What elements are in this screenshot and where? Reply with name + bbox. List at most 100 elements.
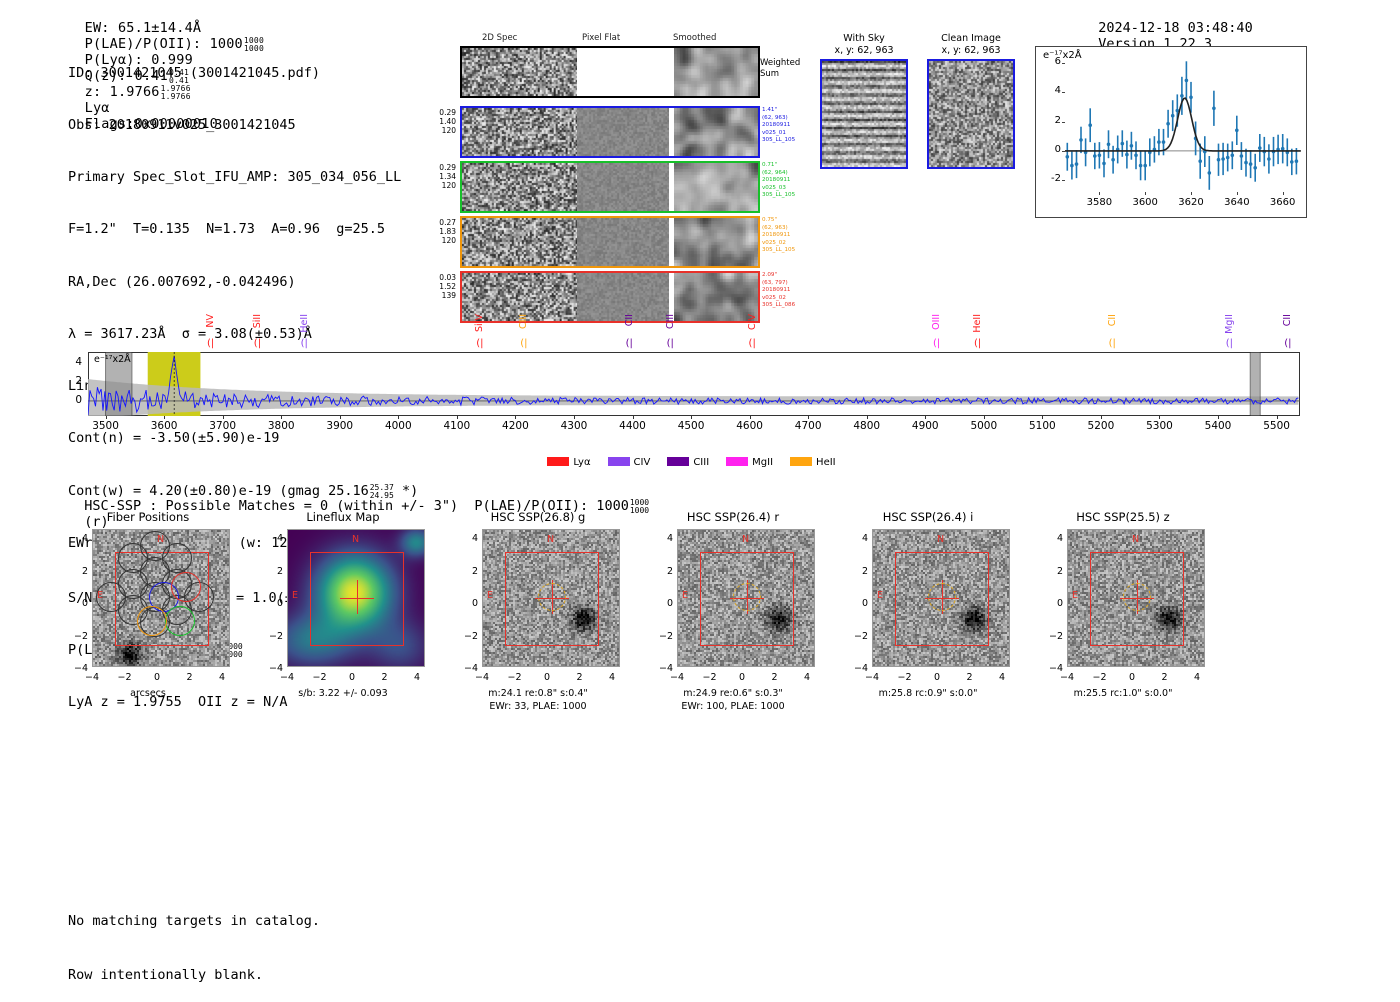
line-profile-y-tick: -2 — [1051, 173, 1061, 185]
header-flags: Flags:0x00000010 — [84, 116, 218, 132]
cutout-x-tick: −4 — [84, 672, 99, 683]
source-aperture-circle — [1123, 583, 1151, 611]
cutout-y-tick: 0 — [666, 598, 673, 609]
cutout-caption-line: m:25.8 rc:0.9" s:0.0" — [878, 688, 978, 699]
weighted-sum-line: Sum — [760, 69, 780, 79]
cutout-y-tick: −2 — [658, 630, 673, 642]
emission-line-bracket: (| — [666, 338, 674, 349]
legend-item-CIII: CIII — [667, 457, 709, 468]
info-params: F=1.2" T=0.135 N=1.73 A=0.96 g=25.5 — [68, 221, 385, 238]
emission-line-label-HeII: HeII — [298, 314, 310, 333]
compass-north-label: N — [937, 534, 945, 545]
cutout-x-tick: 2 — [381, 672, 388, 683]
legend-label: MgII — [752, 457, 774, 468]
full-spectrum-x-tick: 4700 — [794, 420, 822, 432]
cutout-panel-2: HSC SSP(26.8) g N E 4 2 0 −2 −4 −4 −2 0 2 4 m:24.1 re… — [438, 510, 638, 712]
segment-2dspec — [462, 163, 578, 211]
tick-mark — [515, 416, 517, 419]
compass-east-label: E — [292, 590, 299, 601]
tick-mark — [1236, 192, 1238, 195]
spec-row-left-stats-4: 0.03 1.52 139 — [426, 273, 456, 300]
spec-right-meta: (62, 964) — [762, 169, 788, 176]
line-profile-x-tick: 3580 — [1086, 197, 1113, 208]
spec-right-meta: (63, 797) — [762, 279, 788, 286]
cutout-y-tick: −4 — [658, 663, 673, 674]
emission-line-label-NV: NV — [204, 314, 216, 328]
full-spectrum-x-tick: 4500 — [677, 420, 705, 432]
info-redshifts: LyA z = 1.9755 OII z = N/A — [68, 694, 288, 711]
tick-mark — [983, 416, 985, 419]
cutout-y-tick: −4 — [1048, 663, 1063, 674]
full-spectrum-x-tick: 4400 — [619, 420, 646, 432]
footer-note: No matching targets in catalog. Row inte… — [68, 876, 320, 1002]
cutout-x-tick: 4 — [998, 672, 1006, 683]
highlighted-fiber-circle — [171, 572, 201, 602]
spec-right-meta: 0.71" — [762, 162, 778, 168]
segment-smoothed — [673, 218, 758, 266]
clean-image-coords: x, y: 62, 963 — [941, 45, 1001, 56]
cutout-y-tick: 0 — [81, 598, 88, 609]
full-spectrum-x-tick: 3800 — [267, 420, 295, 432]
cutout-y-tick: 2 — [276, 565, 283, 577]
weighted-sum-line: Weighted — [760, 58, 801, 68]
segment-2dspec — [462, 108, 578, 156]
emission-line-bracket: (| — [253, 338, 262, 349]
segment-gap — [669, 273, 674, 321]
header-redshift: z: 1.9766 — [84, 84, 160, 100]
spec-left-stat: 120 — [441, 181, 456, 190]
line-profile-svg — [1065, 61, 1301, 190]
cutout-y-tick: −2 — [268, 630, 283, 642]
spec-title-pixelflat: Pixel Flat — [582, 33, 621, 43]
cutout-x-tick: 0 — [153, 672, 161, 683]
tick-mark — [1062, 121, 1065, 123]
spec-row-image-3 — [460, 216, 760, 268]
legend-label: HeII — [816, 457, 836, 468]
emission-line-label-CII: CII — [1106, 314, 1118, 327]
source-aperture-circle — [538, 583, 566, 611]
cutout-y-tick: 0 — [471, 598, 478, 609]
emission-line-label-SiIV: SiIV — [474, 314, 486, 332]
header-plae-fraction: 1000 1000 — [243, 36, 264, 53]
cutout-x-tick: −2 — [1092, 672, 1107, 683]
cutout-caption-line: s/b: 3.22 +/- 0.093 — [298, 688, 388, 699]
aperture-box — [1090, 552, 1184, 646]
full-spectrum-x-tick: 3700 — [209, 420, 237, 432]
cutout-panel-title: HSC SSP(26.4) i — [882, 510, 974, 524]
legend-item-HeII: HeII — [790, 457, 836, 468]
cutout-x-tick: −2 — [117, 672, 132, 683]
segment-2dspec — [462, 273, 578, 321]
emission-line-bracket: (| — [973, 338, 982, 349]
compass-east-label: E — [877, 590, 884, 601]
full-spectrum-x-tick: 5300 — [1146, 420, 1173, 432]
segment-2dspec — [462, 48, 578, 96]
tick-mark — [1145, 192, 1147, 195]
full-spectrum-x-tick: 3500 — [92, 420, 119, 432]
tick-mark — [1062, 92, 1065, 94]
cutout-x-tick: 2 — [1161, 672, 1168, 683]
cutout-panel-title: Fiber Positions — [106, 510, 190, 524]
compass-north-label: N — [1132, 534, 1140, 545]
source-aperture-circle — [928, 583, 956, 611]
cutout-y-tick: −2 — [73, 630, 88, 642]
legend-label: CIV — [633, 457, 651, 468]
cutout-y-tick: −2 — [853, 630, 868, 642]
cutout-x-tick: −4 — [864, 672, 879, 683]
line-profile-x-tick: 3660 — [1269, 197, 1296, 208]
compass-east-label: E — [682, 590, 689, 601]
segment-pixelflat — [577, 108, 670, 156]
cutout-panel-5: HSC SSP(25.5) z N E 4 2 0 −2 −4 −4 −2 0 2 4 m:25.5 rc… — [1023, 510, 1223, 699]
tick-mark — [1062, 150, 1065, 152]
cutout-y-tick: 0 — [861, 598, 868, 609]
tick-mark — [1042, 416, 1044, 419]
header-qz-fraction: 0.41 0.41 — [168, 68, 190, 85]
full-spectrum-x-tick: 5200 — [1087, 420, 1115, 432]
cutout-x-tick: −2 — [702, 672, 717, 683]
cutout-with-sky: With Sky x, y: 62, 963 — [820, 33, 908, 169]
spec-right-meta: v025_03 — [762, 184, 786, 191]
